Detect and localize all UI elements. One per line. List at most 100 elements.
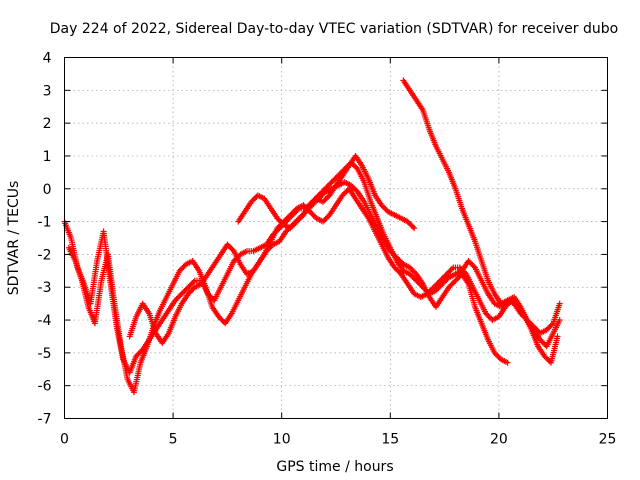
plot-frame: [64, 57, 608, 419]
data-point: [309, 199, 316, 206]
data-point: [538, 338, 545, 345]
data-point: [443, 277, 450, 284]
data-point: [321, 197, 328, 204]
data-point: [276, 217, 283, 224]
data-point: [456, 273, 463, 280]
data-point: [189, 280, 196, 287]
data-point: [329, 177, 336, 184]
data-point: [486, 314, 493, 321]
data-point: [409, 223, 416, 230]
data-point: [469, 261, 476, 268]
data-point: [391, 252, 398, 259]
data-point: [452, 277, 459, 284]
data-point: [174, 294, 181, 301]
data-point: [449, 280, 456, 287]
data-point: [275, 216, 282, 223]
data-point: [547, 322, 554, 329]
data-point: [180, 289, 187, 296]
data-point: [190, 278, 197, 285]
data-point: [556, 300, 563, 307]
x-tick-label: 25: [599, 432, 617, 448]
data-point: [339, 192, 346, 199]
y-tick-label: 3: [43, 83, 52, 99]
y-tick-label: -1: [38, 215, 52, 231]
y-tick-label: 4: [43, 51, 52, 67]
data-point: [556, 317, 563, 324]
data-point: [176, 293, 183, 300]
data-point: [353, 164, 360, 171]
data-point: [442, 272, 449, 279]
data-point: [405, 219, 412, 226]
data-point: [433, 281, 440, 288]
data-point: [274, 225, 281, 232]
data-point: [387, 248, 394, 255]
y-tick-label: 2: [43, 116, 52, 132]
data-point: [300, 202, 307, 209]
data-point: [389, 250, 396, 257]
data-point: [438, 282, 445, 289]
data-point: [408, 265, 415, 272]
data-point: [309, 211, 316, 218]
data-point: [439, 280, 446, 287]
data-point: [458, 265, 465, 272]
data-point: [436, 283, 443, 290]
data-point: [546, 324, 553, 331]
data-point: [308, 200, 315, 207]
data-point: [470, 263, 477, 270]
data-point: [176, 267, 183, 274]
data-point: [331, 176, 338, 183]
data-point: [321, 217, 328, 224]
data-point: [388, 249, 395, 256]
data-point: [319, 218, 326, 225]
data-point: [447, 282, 454, 289]
data-point: [250, 196, 257, 203]
data-point: [181, 288, 188, 295]
data-point: [409, 267, 416, 274]
data-points: [61, 77, 563, 396]
data-point: [342, 189, 349, 196]
data-point: [430, 284, 437, 291]
grid-lines: [64, 57, 608, 419]
data-point: [328, 179, 335, 186]
data-point: [437, 277, 444, 284]
x-tick-label: 10: [273, 432, 291, 448]
data-point: [379, 203, 386, 210]
data-point: [173, 296, 180, 303]
data-point: [177, 292, 184, 299]
data-point: [350, 185, 357, 192]
data-point: [288, 223, 295, 230]
data-point: [349, 183, 356, 190]
data-point: [543, 326, 550, 333]
data-point: [287, 225, 294, 232]
data-point: [319, 198, 326, 205]
x-axis-label: GPS time / hours: [276, 459, 393, 475]
data-point: [409, 273, 416, 280]
y-tick-label: -7: [38, 412, 52, 428]
data-point: [435, 278, 442, 285]
data-point: [323, 194, 330, 201]
data-point: [504, 359, 511, 366]
data-point: [186, 289, 193, 296]
data-point: [404, 218, 411, 225]
data-point: [293, 218, 300, 225]
y-tick-label: -2: [38, 247, 52, 263]
data-point: [395, 256, 402, 263]
data-point: [406, 264, 413, 271]
x-tick-label: 0: [60, 432, 69, 448]
data-point: [408, 272, 415, 279]
data-point: [434, 286, 441, 293]
data-point: [350, 162, 357, 169]
data-point: [172, 297, 179, 304]
data-point: [219, 317, 226, 324]
data-point: [187, 281, 194, 288]
data-point: [224, 241, 231, 248]
data-point: [502, 303, 509, 310]
data-point: [438, 276, 445, 283]
data-point: [494, 352, 501, 359]
data-point: [289, 209, 296, 216]
data-point: [179, 265, 186, 272]
data-point: [394, 267, 401, 274]
data-point: [291, 208, 298, 215]
data-point: [392, 265, 399, 272]
